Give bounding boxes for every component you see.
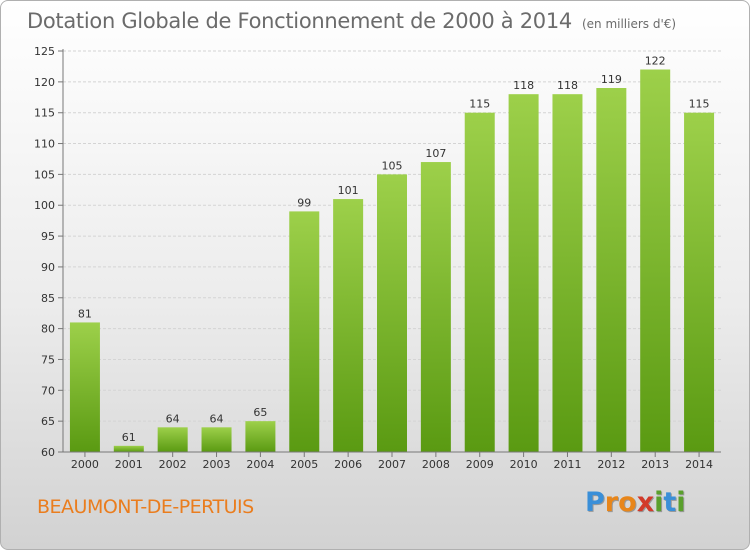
x-tick-label: 2002 (159, 458, 187, 471)
bar (596, 88, 627, 452)
x-tick-label: 2004 (246, 458, 274, 471)
x-tick-label: 2011 (553, 458, 581, 471)
bar (157, 427, 188, 452)
bar-value-label: 115 (469, 98, 490, 111)
y-tick-label: 115 (34, 107, 55, 120)
bar (508, 94, 539, 452)
logo-letter: i (654, 487, 664, 518)
bar (201, 427, 232, 452)
x-tick-label: 2000 (71, 458, 99, 471)
x-tick-label: 2014 (685, 458, 713, 471)
y-tick-label: 85 (41, 292, 55, 305)
x-tick-label: 2009 (466, 458, 494, 471)
x-tick-label: 2001 (115, 458, 143, 471)
bar-value-label: 107 (425, 147, 446, 160)
logo-letter: x (636, 487, 655, 518)
bar-value-label: 119 (601, 73, 622, 86)
y-tick-label: 60 (41, 446, 55, 459)
x-tick-label: 2005 (290, 458, 318, 471)
y-tick-label: 95 (41, 230, 55, 243)
x-tick-label: 2003 (203, 458, 231, 471)
bar (289, 211, 320, 452)
bar (245, 421, 276, 452)
x-tick-label: 2010 (510, 458, 538, 471)
proxiti-logo[interactable]: Proxiti (585, 487, 686, 518)
y-tick-label: 70 (41, 384, 55, 397)
x-tick-label: 2007 (378, 458, 406, 471)
y-tick-label: 110 (34, 138, 55, 151)
logo-letter: P (585, 487, 605, 518)
bar-value-label: 99 (297, 196, 311, 209)
bar-value-label: 118 (513, 79, 534, 92)
value-labels: 81 61 64 64 65 99 101 105 107 115 118 118 119 122 115 (78, 55, 710, 444)
bar-value-label: 65 (253, 406, 267, 419)
y-tick-label: 80 (41, 323, 55, 336)
x-tick-label: 2008 (422, 458, 450, 471)
y-tick-label: 125 (34, 45, 55, 58)
commune-name: BEAUMONT-DE-PERTUIS (37, 496, 254, 518)
bar (420, 162, 451, 453)
y-tick-label: 65 (41, 415, 55, 428)
chart-subtitle: (en milliers d'€) (581, 17, 677, 31)
x-tick-label: 2012 (597, 458, 625, 471)
y-tick-label: 120 (34, 76, 55, 89)
x-tick-label: 2013 (641, 458, 669, 471)
bar (552, 94, 583, 452)
bar (464, 112, 495, 452)
bar-value-label: 61 (122, 431, 136, 444)
logo-letter: o (618, 487, 637, 518)
chart-title: Dotation Globale de Fonctionnement de 20… (27, 9, 676, 33)
bar (684, 112, 715, 452)
y-tick-label: 90 (41, 261, 55, 274)
bar-value-label: 118 (557, 79, 578, 92)
bar-value-label: 101 (338, 184, 359, 197)
bar-value-label: 64 (166, 412, 180, 425)
bar-value-label: 81 (78, 307, 92, 320)
bar (69, 322, 100, 452)
bars (69, 69, 715, 453)
y-tick-label: 75 (41, 353, 55, 366)
bar-value-label: 122 (645, 55, 666, 68)
x-tick-label: 2006 (334, 458, 362, 471)
bar-value-label: 64 (210, 412, 224, 425)
chart-title-text: Dotation Globale de Fonctionnement de 20… (27, 9, 572, 33)
y-tick-label: 105 (34, 168, 55, 181)
bar (377, 174, 407, 452)
y-tick-label: 100 (34, 199, 55, 212)
logo-letter: t (663, 487, 677, 518)
axes: 60 65 70 75 80 85 90 95 100 105 110 115 120 125 2000 20… (34, 45, 721, 471)
logo-letter: i (676, 487, 686, 518)
bar (640, 69, 671, 452)
bar (333, 199, 364, 452)
bar-value-label: 115 (689, 98, 710, 111)
bar (113, 445, 144, 452)
logo-letter: r (604, 487, 619, 518)
bar-value-label: 105 (382, 159, 403, 172)
